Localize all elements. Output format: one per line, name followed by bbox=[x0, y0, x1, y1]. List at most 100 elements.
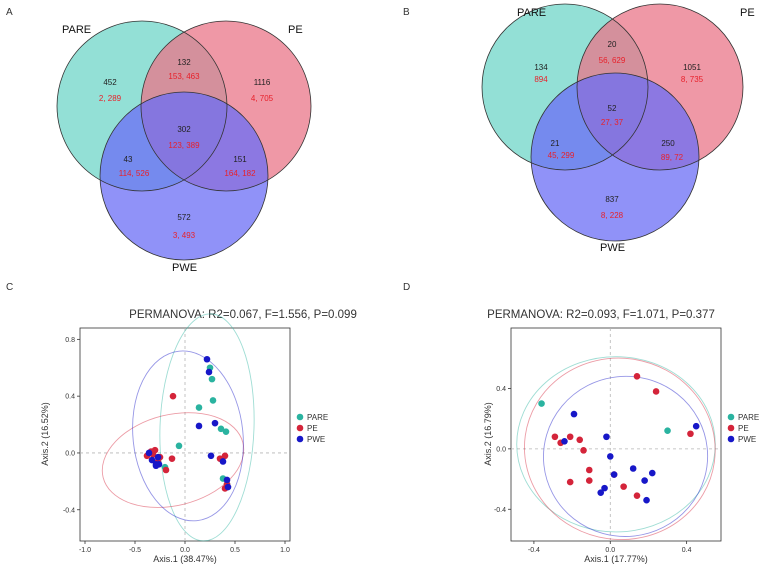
plot-c-ellipses bbox=[101, 313, 255, 542]
venn-b-pe-only-count: 1051 bbox=[683, 63, 701, 72]
venn-a-pare-only-count: 452 bbox=[103, 78, 117, 87]
plot-c-legend-label-pwe: PWE bbox=[307, 435, 325, 444]
venn-b-pare-pwe-sub: 45, 299 bbox=[548, 151, 575, 160]
plot-d-xtick-label: 0.4 bbox=[682, 547, 692, 554]
plot-d-xlabel: Axis.1 (17.77%) bbox=[584, 554, 648, 564]
plot-d-point-pe bbox=[566, 433, 574, 441]
plot-c-point-pwe bbox=[148, 456, 156, 464]
venn-a-label-pare: PARE bbox=[62, 24, 91, 36]
plot-d-point-pare bbox=[538, 400, 545, 407]
venn-a-pe-only-count: 1116 bbox=[254, 78, 271, 87]
panel-label-d: D bbox=[403, 282, 410, 293]
plot-c-xtick-label: -0.5 bbox=[129, 547, 141, 554]
plot-d-point-pe bbox=[652, 388, 660, 395]
plot-c-xtick-label: -1.0 bbox=[79, 547, 91, 554]
plot-d-ellipse-pe bbox=[524, 357, 716, 541]
plot-c-point-pwe bbox=[223, 476, 231, 484]
plot-c-point-pe bbox=[168, 455, 176, 462]
plot-c-legend-label-pe: PE bbox=[307, 424, 318, 433]
venn-a-pare-pwe-sub: 114, 526 bbox=[119, 169, 150, 178]
venn-a-label-pe: PE bbox=[288, 24, 303, 36]
plot-d-point-pwe bbox=[692, 422, 700, 430]
plot-c-point-pwe bbox=[203, 355, 211, 363]
plot-c-ytick-label: 0.0 bbox=[65, 450, 75, 457]
venn-a-label-pwe: PWE bbox=[172, 262, 197, 274]
plot-c-ytick-label: -0.4 bbox=[63, 507, 75, 514]
venn-a-pare-pe-sub: 153, 463 bbox=[168, 72, 200, 81]
plot-d-point-pwe bbox=[610, 471, 618, 478]
venn-a-pare-pwe-count: 43 bbox=[124, 155, 133, 164]
plot-d-points bbox=[538, 373, 700, 504]
venn-a-pe-pwe-sub: 164, 182 bbox=[224, 169, 256, 178]
plot-c-point-pwe bbox=[154, 453, 162, 461]
plot-d-point-pe bbox=[566, 478, 574, 486]
venn-b-label-pare: PARE bbox=[517, 7, 546, 19]
plot-d-legend-marker-pwe bbox=[727, 435, 735, 443]
plot-d-point-pwe bbox=[641, 477, 648, 484]
plot-d-point-pwe bbox=[601, 484, 608, 492]
plot-c-point-pwe bbox=[152, 461, 160, 468]
plot-d-frame bbox=[510, 327, 722, 542]
venn-b-label-pe: PE bbox=[740, 7, 755, 19]
plot-c-point-pwe bbox=[195, 422, 203, 430]
plot-d-point-pwe bbox=[643, 496, 650, 504]
venn-a-pwe-only-count: 572 bbox=[177, 213, 191, 222]
plot-c-point-pare bbox=[222, 428, 230, 435]
plot-c-ytick-label: 0.8 bbox=[65, 337, 75, 344]
plot-d-point-pe bbox=[687, 430, 694, 438]
plot-d-ytick-label: -0.4 bbox=[494, 507, 506, 514]
venn-b-pare-outline bbox=[481, 3, 649, 171]
plot-d-point-pe bbox=[633, 492, 641, 499]
venn-b-all-count: 52 bbox=[608, 104, 617, 113]
plot-d-axes: -0.4 0.0 0.4 -0.4 0.0 0.4 bbox=[494, 328, 721, 554]
venn-b-pe-only-sub: 8, 735 bbox=[681, 75, 704, 84]
plot-c-legend: PARE PE PWE bbox=[296, 413, 328, 444]
plot-d-legend-label-pare: PARE bbox=[738, 413, 759, 422]
venn-b-pe-pwe-count: 250 bbox=[661, 139, 675, 148]
venn-b-pwe-only-count: 837 bbox=[605, 195, 619, 204]
plot-c-legend-marker-pe bbox=[296, 424, 304, 432]
plot-c-ellipse-pe bbox=[101, 412, 245, 508]
venn-a-pare-pe-count: 132 bbox=[177, 58, 191, 67]
plot-c-point-pe bbox=[169, 392, 177, 400]
plot-d-legend-marker-pe bbox=[727, 424, 735, 432]
plot-c-ytick-label: 0.4 bbox=[65, 394, 75, 401]
plot-d-point-pare bbox=[664, 427, 671, 435]
plot-c-point-pwe bbox=[145, 449, 153, 457]
plot-c-point-pare bbox=[209, 397, 217, 404]
plot-d-point-pe bbox=[585, 477, 593, 484]
plot-c-legend-marker-pwe bbox=[296, 435, 304, 443]
plot-d-ellipse-pare bbox=[516, 356, 716, 533]
venn-b-pare-pwe-count: 21 bbox=[551, 139, 560, 148]
venn-a-all-count: 302 bbox=[177, 125, 191, 134]
venn-b-pe-pwe-sub: 89, 72 bbox=[661, 153, 684, 162]
venn-a-pare-outline bbox=[56, 20, 228, 192]
panel-label-b: B bbox=[403, 7, 410, 18]
venn-a-all-sub: 123, 389 bbox=[168, 141, 200, 150]
plot-c-point-pe bbox=[162, 466, 170, 474]
plot-d-title: PERMANOVA: R2=0.093, F=1.071, P=0.377 bbox=[487, 309, 715, 321]
plot-c-point-pare bbox=[208, 375, 216, 383]
venn-diagram-b: PARE PE PWE 134 894 20 56, 629 1051 8, 7… bbox=[481, 3, 755, 254]
plot-c-legend-label-pare: PARE bbox=[307, 413, 328, 422]
plot-d-point-pe bbox=[580, 447, 587, 454]
venn-b-pare-only-sub: 894 bbox=[534, 75, 548, 84]
plot-d-point-pe bbox=[633, 373, 641, 380]
venn-b-pare-pe-sub: 56, 629 bbox=[599, 56, 626, 65]
plot-d-legend: PARE PE PWE bbox=[727, 413, 759, 444]
venn-a-pe-pwe-count: 151 bbox=[233, 155, 247, 164]
plot-c-ellipse-pare bbox=[159, 313, 255, 542]
venn-diagram-a: PARE PE PWE 452 2, 289 132 153, 463 1116… bbox=[56, 20, 312, 274]
plot-d-ylabel: Axis.2 (16.79%) bbox=[483, 402, 493, 466]
plot-d-legend-label-pe: PE bbox=[738, 424, 749, 433]
plot-c-legend-marker-pare bbox=[296, 413, 304, 421]
plot-c-xtick-label: 1.0 bbox=[280, 547, 290, 554]
plot-d-point-pe bbox=[620, 483, 627, 490]
plot-d-legend-label-pwe: PWE bbox=[738, 435, 756, 444]
plot-c-xlabel: Axis.1 (38.47%) bbox=[153, 554, 217, 564]
venn-a-pe-outline bbox=[140, 20, 312, 192]
plot-c-point-pwe bbox=[207, 452, 215, 460]
plot-d-point-pwe bbox=[561, 437, 568, 445]
plot-d-point-pe bbox=[551, 433, 559, 441]
